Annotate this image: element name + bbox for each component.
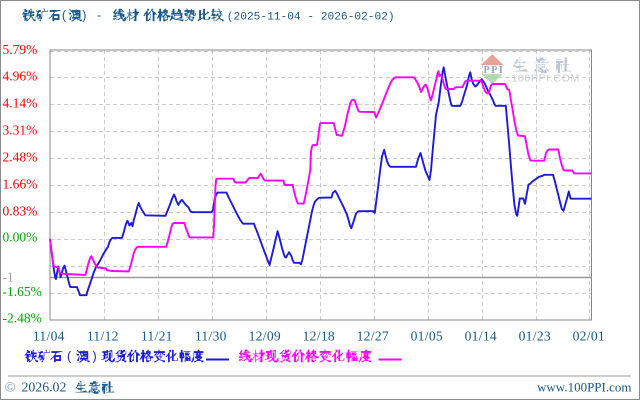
svg-text:): ) [93, 349, 97, 363]
svg-text:(: ( [62, 8, 67, 22]
svg-text:-1.65%: -1.65% [3, 284, 42, 299]
svg-text:2.48%: 2.48% [3, 149, 38, 164]
svg-text:11/04: 11/04 [33, 328, 65, 343]
svg-text:www.100PPI.com: www.100PPI.com [537, 380, 632, 395]
svg-text:-1: -1 [3, 269, 14, 284]
svg-text:01/05: 01/05 [411, 328, 443, 343]
svg-text:4.14%: 4.14% [3, 95, 38, 110]
svg-text:01/23: 01/23 [519, 328, 551, 343]
svg-text:12/18: 12/18 [303, 328, 335, 343]
svg-text:0.00%: 0.00% [3, 230, 38, 245]
svg-text:11/30: 11/30 [195, 328, 227, 343]
svg-text:PPI: PPI [484, 65, 505, 76]
svg-text:3.31%: 3.31% [3, 122, 38, 137]
svg-text:(2025-11-04 - 2026-02-02): (2025-11-04 - 2026-02-02) [227, 11, 395, 23]
svg-text:©: © [5, 379, 16, 395]
svg-text:(: ( [67, 349, 72, 363]
svg-text:-: - [97, 8, 101, 22]
svg-text:01/14: 01/14 [465, 328, 497, 343]
svg-text:11/12: 11/12 [87, 328, 119, 343]
svg-text:02/01: 02/01 [573, 328, 605, 343]
svg-text:4.96%: 4.96% [3, 69, 38, 84]
svg-text:12/09: 12/09 [249, 328, 281, 343]
svg-text:5.79%: 5.79% [3, 42, 38, 57]
svg-text:0.83%: 0.83% [3, 203, 38, 218]
svg-text:100PPI.COM: 100PPI.COM [512, 73, 580, 85]
svg-text:-2.48%: -2.48% [3, 310, 42, 325]
svg-text:12/27: 12/27 [357, 328, 389, 343]
svg-text:11/21: 11/21 [141, 328, 173, 343]
svg-text:1.66%: 1.66% [3, 176, 38, 191]
svg-text:): ) [82, 8, 86, 22]
svg-text:2026.02: 2026.02 [22, 380, 67, 395]
